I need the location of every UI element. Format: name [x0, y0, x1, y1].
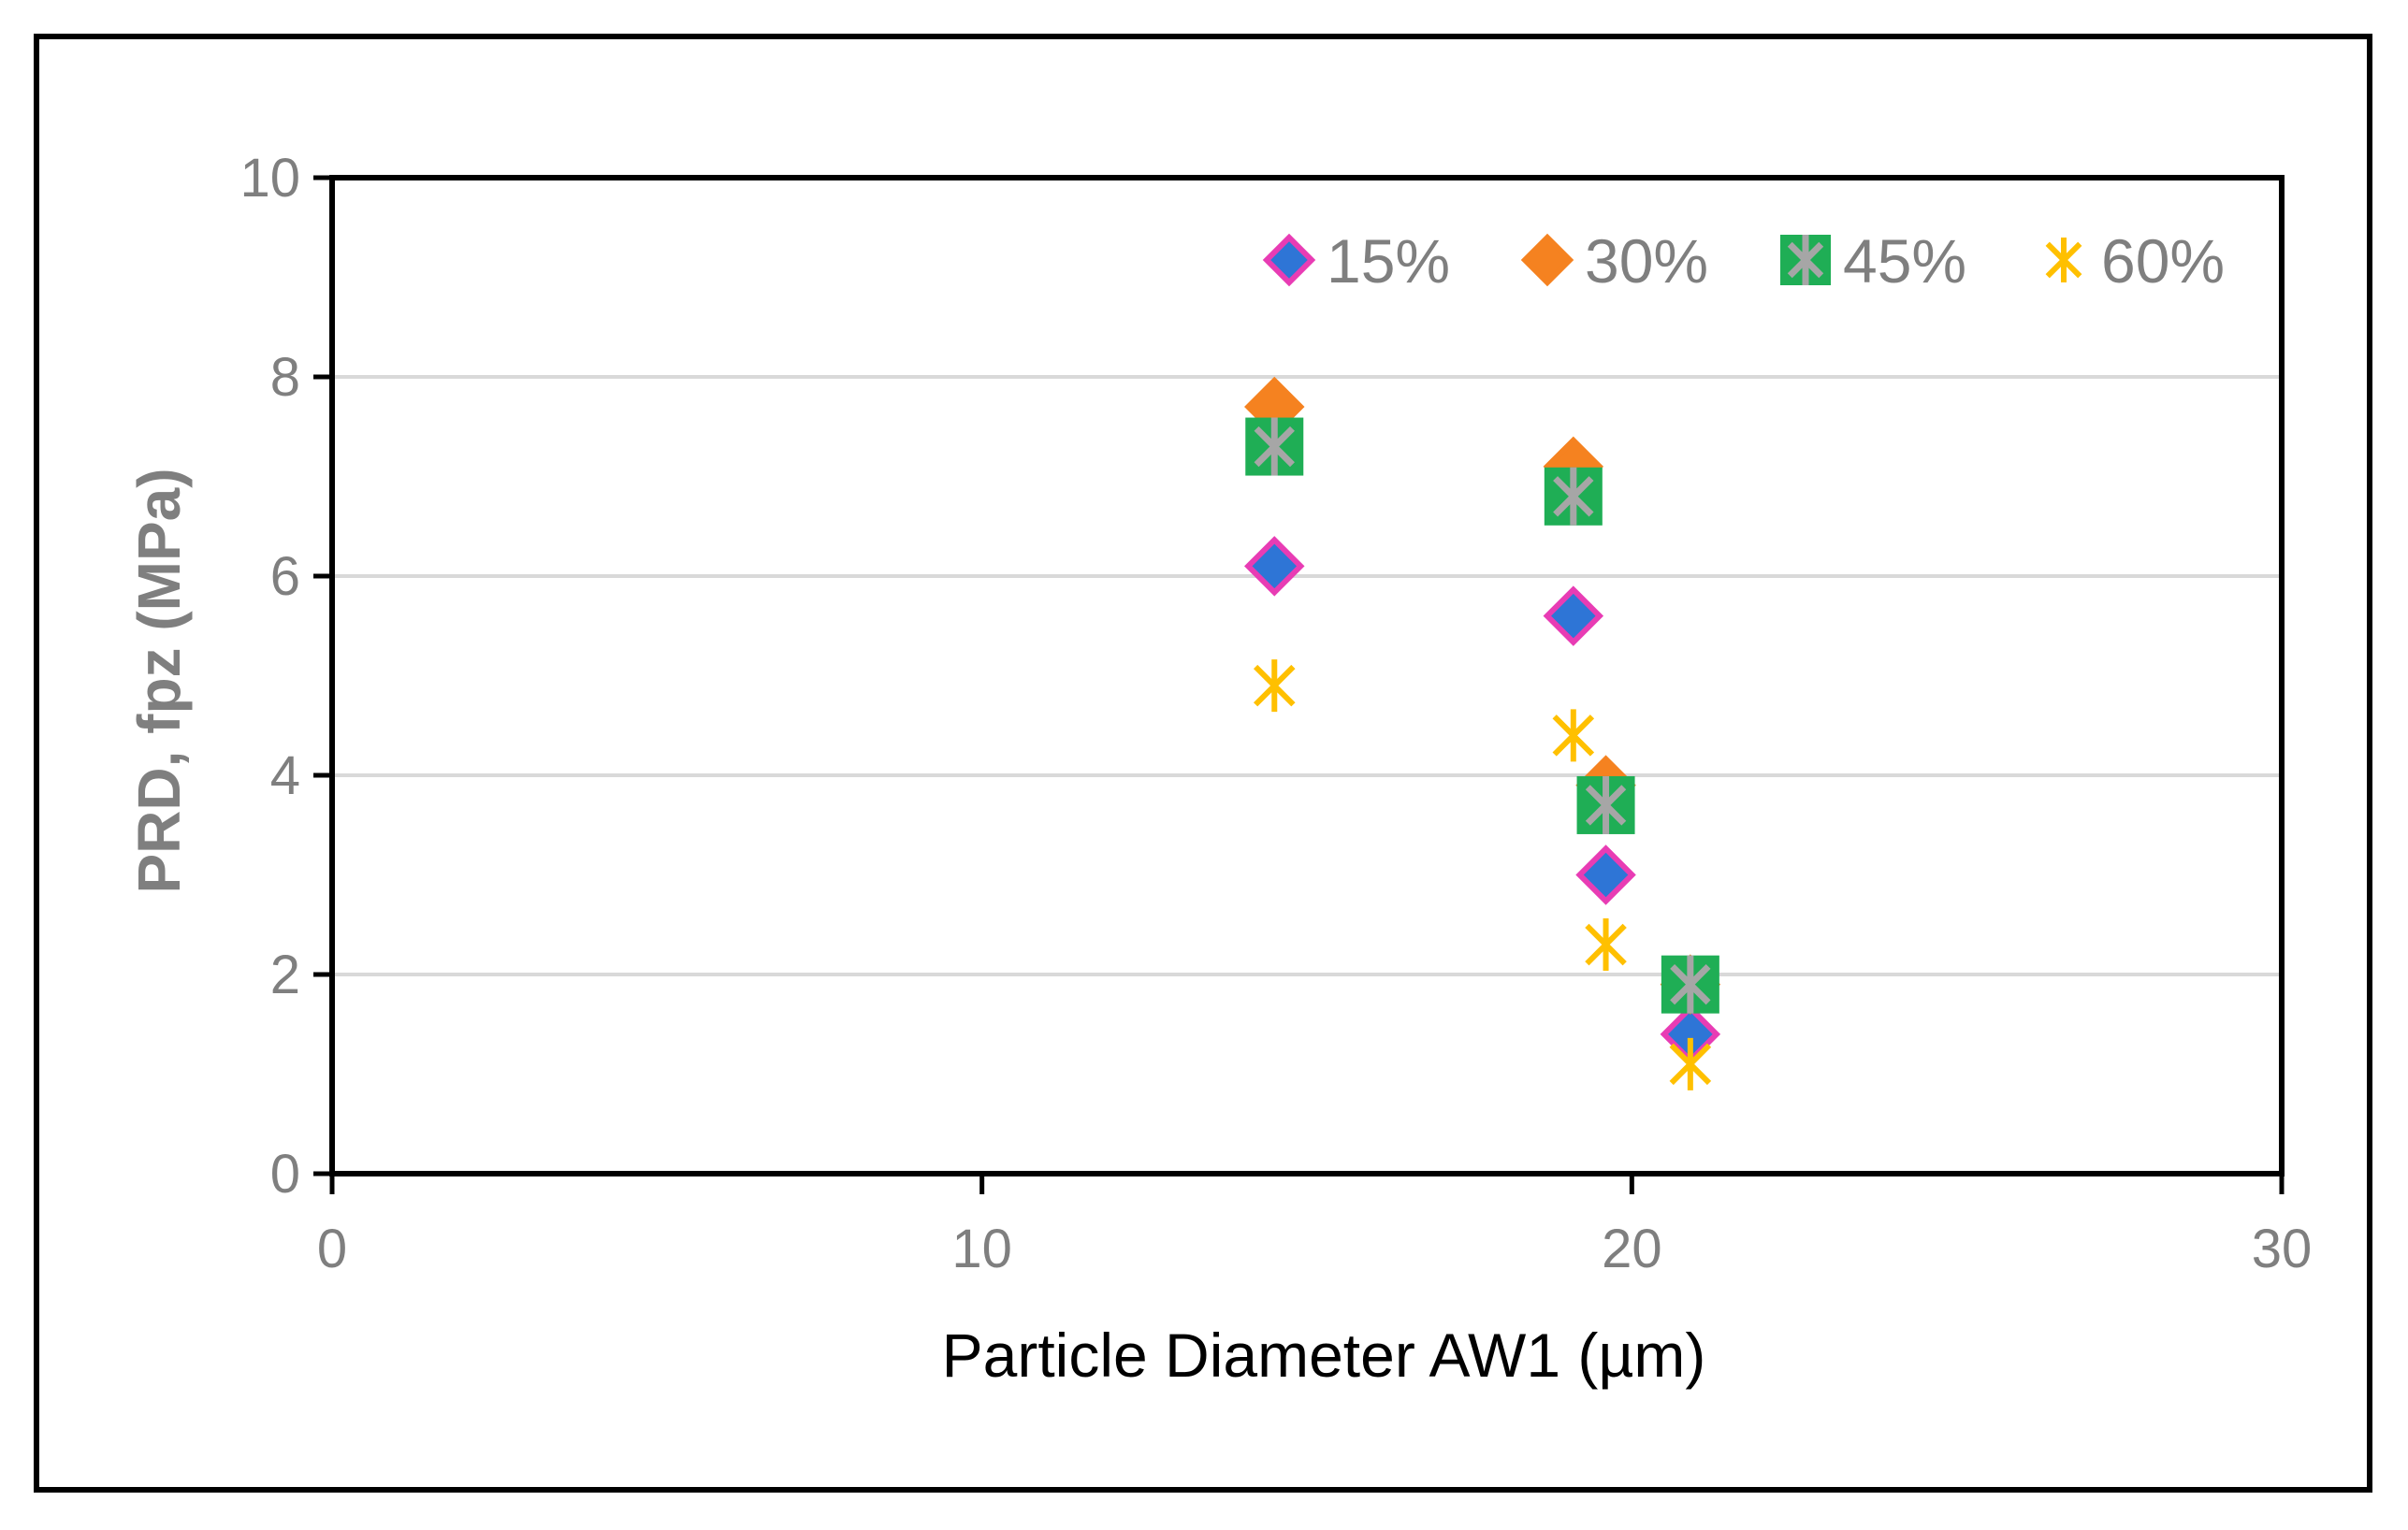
legend-marker-45pct [1780, 235, 1831, 285]
data-point-60pct-0 [1253, 659, 1296, 713]
chart-frame: 0 2 4 6 8 10 0 10 20 30 15% 30% 45% 60% Particle Dia… [34, 34, 2372, 1493]
data-point-45pct-3 [1661, 955, 1719, 1014]
data-point-60pct-2 [1585, 918, 1627, 972]
y-tick-label: 8 [270, 347, 300, 408]
y-tick-label: 4 [270, 745, 300, 806]
x-tick-label: 0 [317, 1219, 347, 1279]
y-tick-label: 6 [270, 546, 300, 607]
data-point-60pct-1 [1552, 709, 1595, 762]
tick-labels: 0 2 4 6 8 10 0 10 20 30 [239, 148, 2312, 1279]
legend-label: 30% [1585, 226, 1708, 296]
data-point-60pct-3 [1669, 1037, 1712, 1090]
y-axis-title: PRD, fpz (MPa) [125, 468, 193, 893]
legend-label: 15% [1327, 226, 1450, 296]
scatter-chart: 0 2 4 6 8 10 0 10 20 30 15% 30% 45% 60% Particle Dia… [125, 148, 2312, 1390]
legend-label: 45% [1843, 226, 1966, 296]
gridlines [332, 176, 2282, 976]
plot-border [329, 175, 2285, 1176]
data-point-15pct-1 [1543, 585, 1604, 646]
data-point-45pct-1 [1544, 467, 1603, 526]
y-tick-label: 10 [239, 148, 300, 209]
data-point-45pct-2 [1576, 775, 1635, 834]
x-tick-label: 30 [2252, 1219, 2313, 1279]
legend-marker-15pct [1262, 233, 1316, 287]
legend-label: 60% [2101, 226, 2225, 296]
axes [313, 175, 2285, 1194]
y-tick-label: 2 [270, 945, 300, 1005]
data-point-15pct-2 [1575, 844, 1636, 905]
data-point-45pct-0 [1245, 417, 1304, 476]
legend-marker-30pct [1520, 233, 1574, 287]
x-axis-title: Particle Diameter AW1 (µm) [942, 1321, 1706, 1390]
legend: 15% 30% 45% 60% [1262, 226, 2225, 296]
x-tick-label: 20 [1602, 1219, 1662, 1279]
x-tick-label: 10 [951, 1219, 1012, 1279]
legend-marker-60pct [2045, 238, 2082, 282]
y-tick-label: 0 [270, 1144, 300, 1205]
data-point-15pct-0 [1244, 536, 1305, 597]
data-points [1244, 376, 1721, 1090]
